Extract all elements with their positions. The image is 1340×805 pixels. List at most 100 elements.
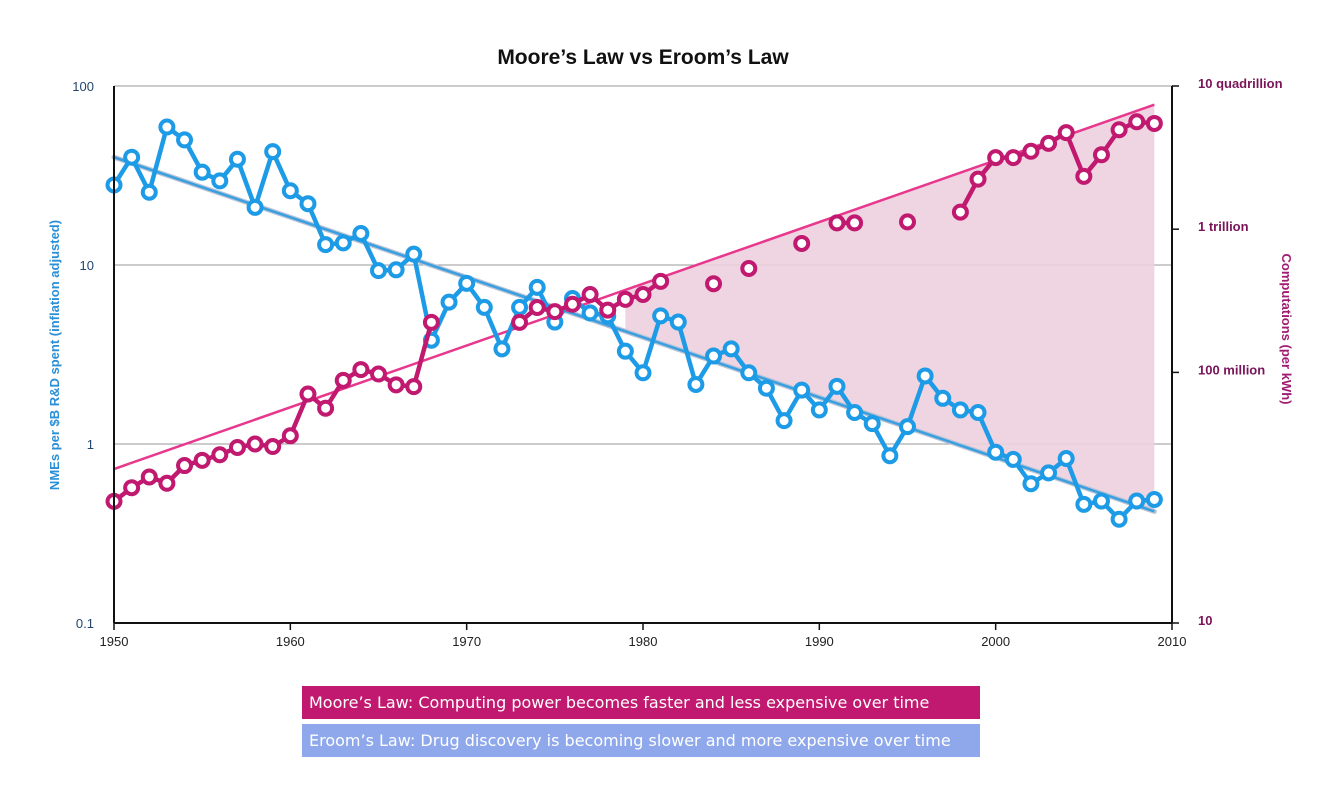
moore-point-1975	[546, 303, 564, 321]
eroom-point-1957	[228, 150, 246, 168]
eroom-point-1997	[934, 389, 952, 407]
moore-point-2001	[1004, 149, 1022, 167]
eroom-point-1970	[458, 274, 476, 292]
moore-point-1960	[281, 427, 299, 445]
moore-point-2002	[1022, 142, 1040, 160]
trend-lines	[111, 103, 1157, 514]
y-axis-right-label: Computations (per kWh)	[1279, 254, 1294, 405]
eroom-point-1961	[299, 195, 317, 213]
y-right-tick-1: 100 million	[1198, 362, 1265, 377]
eroom-point-1999	[969, 403, 987, 421]
eroom-point-1951	[123, 148, 141, 166]
eroom-point-1954	[176, 131, 194, 149]
eroom-point-1993	[863, 415, 881, 433]
moore-point-2009	[1145, 114, 1163, 132]
eroom-point-1982	[669, 313, 687, 331]
y-right-tick-3: 10 quadrillion	[1198, 76, 1283, 91]
eroom-point-1966	[387, 261, 405, 279]
eroom-point-1985	[722, 340, 740, 358]
eroom-point-1996	[916, 367, 934, 385]
moore-point-1989	[793, 234, 811, 252]
moore-point-1956	[211, 446, 229, 464]
moore-point-1962	[317, 399, 335, 417]
eroom-point-1965	[370, 262, 387, 280]
eroom-point-1990	[810, 401, 828, 419]
moore-point-1978	[599, 301, 617, 319]
eroom-point-1963	[334, 234, 352, 252]
moore-point-1965	[370, 365, 387, 383]
eroom-point-1962	[317, 236, 335, 254]
eroom-point-1988	[775, 412, 793, 430]
eroom-point-1998	[951, 401, 969, 419]
eroom-point-2005	[1075, 495, 1093, 513]
moore-point-1951	[123, 479, 141, 497]
eroom-point-1952	[140, 183, 158, 201]
tick-labels: 1950 1960 1970 1980 1990 2000 2010 0.1 1 10 100 10 1…	[72, 76, 1282, 649]
eroom-point-1958	[246, 198, 264, 216]
y-axis-left-label: NMEs per $B R&D spent (inflation adjuste…	[47, 220, 62, 490]
eroom-point-1953	[158, 118, 176, 136]
moore-point-1959	[264, 438, 282, 456]
moore-point-1957	[228, 438, 246, 456]
x-tick-1980: 1980	[629, 634, 658, 649]
eroom-point-1959	[264, 143, 282, 161]
eroom-point-1956	[211, 172, 229, 190]
eroom-point-1964	[352, 224, 370, 242]
moore-point-2004	[1057, 124, 1075, 142]
moore-point-1995	[899, 213, 916, 231]
eroom-point-2000	[987, 443, 1005, 461]
eroom-point-2006	[1092, 492, 1110, 510]
moore-point-1974	[528, 298, 546, 316]
legend-erooms-law: Eroom’s Law: Drug discovery is becoming …	[302, 724, 980, 757]
moore-point-1954	[176, 457, 194, 475]
eroom-point-1980	[634, 364, 652, 382]
moore-point-1986	[740, 259, 758, 277]
moore-trend-line	[113, 103, 1155, 471]
moore-point-1981	[652, 272, 670, 290]
y-left-tick-100: 100	[72, 79, 94, 94]
x-tick-2010: 2010	[1158, 634, 1187, 649]
legend-moores-law: Moore’s Law: Computing power becomes fas…	[302, 686, 980, 719]
moore-point-1961	[299, 385, 317, 403]
eroom-point-1981	[652, 307, 670, 325]
eroom-point-1987	[757, 379, 775, 397]
eroom-trend-line	[113, 156, 1155, 513]
moore-point-1991	[828, 214, 846, 232]
eroom-point-2001	[1004, 450, 1022, 468]
moore-point-1999	[969, 170, 987, 188]
eroom-point-1971	[475, 298, 493, 316]
eroom-point-1972	[493, 340, 511, 358]
series	[105, 113, 1163, 528]
x-tick-1990: 1990	[805, 634, 834, 649]
eroom-point-1994	[881, 447, 899, 465]
moore-point-1963	[334, 371, 352, 389]
eroom-point-2009	[1145, 490, 1163, 508]
y-left-tick-0.1: 0.1	[76, 616, 94, 631]
eroom-point-2003	[1040, 464, 1058, 482]
eroom-point-1984	[705, 347, 723, 365]
moore-point-2006	[1092, 146, 1110, 164]
eroom-point-2004	[1057, 449, 1075, 467]
eroom-point-2008	[1128, 492, 1146, 510]
moore-point-1966	[387, 376, 405, 394]
moore-point-1998	[951, 203, 969, 221]
moore-point-2007	[1110, 121, 1128, 139]
moore-point-1980	[634, 285, 652, 303]
moore-point-2008	[1128, 113, 1146, 131]
moore-point-1953	[158, 474, 176, 492]
moore-point-1967	[405, 378, 423, 396]
eroom-point-1991	[828, 377, 846, 395]
eroom-point-2002	[1022, 475, 1040, 493]
moore-point-1973	[511, 313, 529, 331]
shaded-region	[625, 104, 1155, 512]
moore-point-1952	[140, 468, 158, 486]
moore-point-1955	[193, 451, 211, 469]
eroom-point-2007	[1110, 510, 1128, 528]
eroom-point-1973	[511, 298, 529, 316]
moore-point-1976	[563, 295, 581, 313]
shaded-gap	[625, 104, 1155, 512]
moore-point-2000	[987, 149, 1005, 167]
eroom-point-1977	[581, 304, 599, 322]
moore-point-1984	[705, 275, 723, 293]
